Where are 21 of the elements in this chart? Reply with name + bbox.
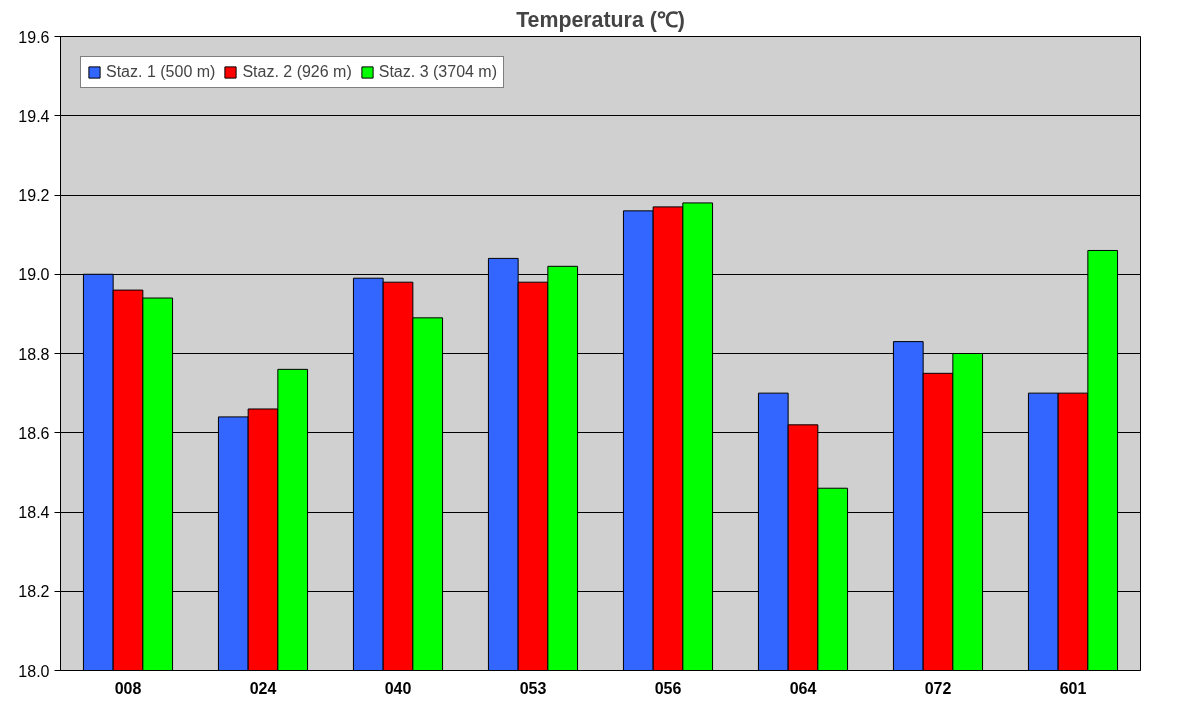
- x-tick-label: 072: [924, 679, 952, 697]
- x-tick-label: 040: [384, 679, 412, 697]
- y-tick-label: 18.0: [18, 662, 50, 680]
- y-tick-label: 19.2: [18, 187, 50, 204]
- y-tick-label: 18.8: [18, 345, 50, 363]
- y-tick-label: 18.6: [18, 424, 50, 442]
- y-tick-label: 19.4: [18, 107, 50, 125]
- x-tick-label: 601: [1059, 679, 1087, 697]
- x-tick-label: 024: [249, 679, 277, 697]
- x-tick-label: 056: [654, 679, 682, 697]
- x-tick-label: 064: [789, 679, 817, 697]
- chart-title: Temperatura (℃): [516, 7, 685, 32]
- y-tick-label: 19.6: [18, 28, 50, 46]
- y-tick-label: 19.0: [18, 266, 50, 284]
- x-tick-label: 053: [519, 679, 547, 697]
- x-tick-label: 008: [114, 679, 142, 697]
- y-tick-label: 18.4: [18, 504, 50, 521]
- legend-label: Staz. 3 (3704 m): [378, 63, 498, 81]
- legend-label: Staz. 2 (926 m): [242, 63, 352, 81]
- legend-label: Staz. 1 (500 m): [106, 63, 216, 81]
- y-tick-label: 18.2: [18, 583, 50, 601]
